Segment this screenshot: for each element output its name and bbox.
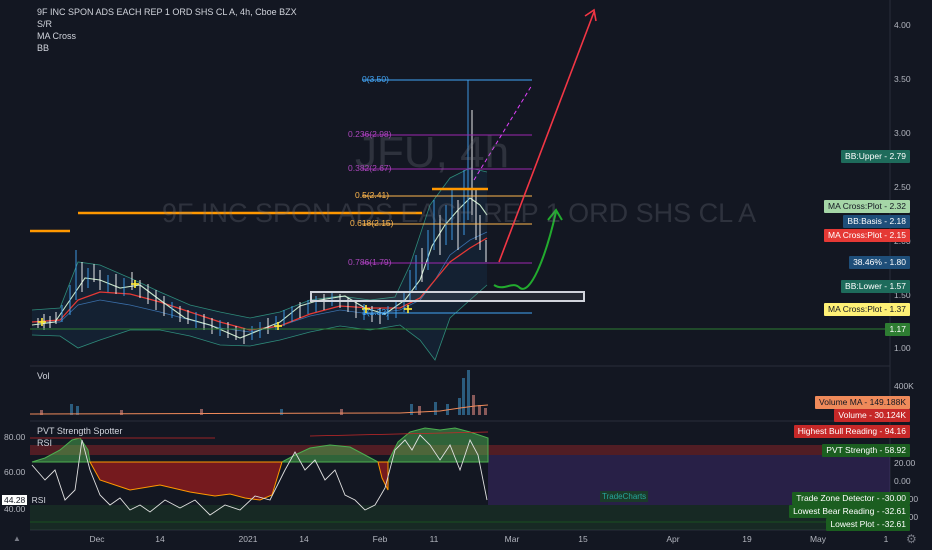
bb-band-fill bbox=[32, 168, 487, 360]
ma-cross-fast-line bbox=[31, 197, 488, 339]
time-axis-label: 14 bbox=[299, 534, 309, 544]
lowest-plot-tag[interactable]: Lowest Plot - -32.61 bbox=[826, 518, 910, 531]
fib-label: 0.382(2.67) bbox=[348, 163, 392, 173]
time-axis-label: 14 bbox=[155, 534, 165, 544]
trade-zone-tag[interactable]: Trade Zone Detector - -30.00 bbox=[792, 492, 910, 505]
highest-bull-tag[interactable]: Highest Bull Reading - 94.16 bbox=[793, 425, 910, 438]
red-arrow[interactable] bbox=[498, 11, 595, 263]
pvt-pane-label[interactable]: PVT Strength Spotter bbox=[37, 426, 123, 436]
price-tag-ma-cross-fast[interactable]: MA Cross:Plot - 2.32 bbox=[824, 200, 910, 213]
bb-upper-line bbox=[31, 167, 488, 319]
fib-label: 0.5(2.41) bbox=[355, 190, 390, 200]
rsi-axis-label: 60.00 bbox=[4, 467, 26, 477]
time-axis-label: 11 bbox=[429, 534, 439, 544]
time-axis-label: Dec bbox=[89, 534, 105, 544]
price-axis-label: 1.50 bbox=[894, 290, 911, 300]
price-tag-support[interactable]: 1.17 bbox=[885, 323, 910, 336]
volume-ma-line bbox=[29, 404, 489, 415]
fib-label: 0.618(2.15) bbox=[350, 218, 394, 228]
fib-label: 1(1.32) bbox=[362, 307, 389, 317]
price-axis-label: 2.50 bbox=[894, 182, 911, 192]
fib-retracement[interactable] bbox=[362, 79, 532, 314]
price-axis-label: 1.00 bbox=[894, 343, 911, 353]
bear-zone bbox=[30, 505, 890, 530]
name-watermark: 9F INC SPON ADS EACH REP 1 ORD SHS CL A bbox=[162, 198, 757, 228]
volume-axis-label: 400K bbox=[894, 381, 914, 391]
rsi-tag-label: RSI bbox=[29, 495, 48, 505]
price-axis-label: 3.00 bbox=[894, 128, 911, 138]
rsi-axis-label: 80.00 bbox=[4, 432, 26, 442]
volume-pane-label[interactable]: Vol bbox=[37, 371, 50, 381]
gear-icon[interactable]: ⚙ bbox=[906, 532, 917, 546]
fib-label: 0.786(1.79) bbox=[348, 257, 392, 267]
fib-label: 0(3.50) bbox=[362, 74, 389, 84]
rsi-line bbox=[31, 434, 488, 516]
price-axis-label: 4.00 bbox=[894, 20, 911, 30]
rsi-value-tag[interactable]: 44.28 RSI bbox=[2, 494, 48, 507]
price-axis-label: 3.50 bbox=[894, 74, 911, 84]
bb-lower-line bbox=[31, 284, 488, 361]
rsi-pane-label[interactable]: RSI bbox=[37, 438, 53, 448]
highlight-box[interactable] bbox=[310, 291, 585, 302]
tradingview-logo-icon[interactable]: ▲ bbox=[13, 534, 21, 543]
pvt-axis-label: 20.00 bbox=[894, 458, 916, 468]
green-arrowhead bbox=[547, 208, 563, 221]
time-axis-label: May bbox=[809, 534, 827, 544]
tradecharts-watermark: TradeCharts bbox=[600, 491, 649, 502]
price-tag-bb-upper[interactable]: BB:Upper - 2.79 bbox=[841, 150, 910, 163]
pvt-axis-label: 0.00 bbox=[894, 476, 911, 486]
green-arrow[interactable] bbox=[493, 211, 557, 290]
volume-bars[interactable] bbox=[40, 370, 487, 415]
dashed-projection-line[interactable] bbox=[473, 84, 533, 181]
time-axis-label: Feb bbox=[372, 534, 388, 544]
time-axis-label: Apr bbox=[666, 534, 680, 544]
ma-cross-markers bbox=[38, 280, 412, 330]
pvt-bull-area bbox=[31, 427, 489, 463]
red-arrowhead bbox=[584, 8, 597, 22]
time-axis-label: Mar bbox=[504, 534, 520, 544]
price-tag-bb-basis[interactable]: BB:Basis - 2.18 bbox=[843, 215, 910, 228]
volume-tag[interactable]: Volume - 30.124K bbox=[834, 409, 910, 422]
lowest-bear-tag[interactable]: Lowest Bear Reading - -32.61 bbox=[789, 505, 910, 518]
rsi-value: 44.28 bbox=[2, 495, 28, 505]
symbol-watermark: JFU, 4h bbox=[355, 128, 510, 177]
candles[interactable] bbox=[37, 80, 487, 344]
highest-bull-line bbox=[309, 431, 489, 437]
indicator-ma-cross[interactable]: MA Cross bbox=[37, 31, 77, 41]
fib-label: 0.236(2.98) bbox=[348, 129, 392, 139]
volume-ma-tag[interactable]: Volume MA - 149.188K bbox=[815, 396, 910, 409]
price-tag-ma-cross-slow[interactable]: MA Cross:Plot - 2.15 bbox=[824, 229, 910, 242]
price-tag-bb-lower[interactable]: BB:Lower - 1.57 bbox=[841, 280, 910, 293]
time-axis-label: 1 bbox=[883, 534, 889, 544]
time-axis-label: 19 bbox=[742, 534, 752, 544]
time-axis-label: 15 bbox=[578, 534, 588, 544]
price-tag-ma-cross-plot[interactable]: MA Cross:Plot - 1.37 bbox=[824, 303, 910, 316]
pvt-strength-tag[interactable]: PVT Strength - 58.92 bbox=[822, 444, 910, 457]
indicator-sr[interactable]: S/R bbox=[37, 19, 53, 29]
chart-title[interactable]: 9F INC SPON ADS EACH REP 1 ORD SHS CL A,… bbox=[37, 7, 297, 17]
indicator-bb[interactable]: BB bbox=[37, 43, 50, 53]
price-tag-fib[interactable]: 38.46% - 1.80 bbox=[849, 256, 910, 269]
time-axis-label: 2021 bbox=[238, 534, 258, 544]
pvt-bear-area bbox=[89, 461, 389, 501]
rsi-axis-label: 40.00 bbox=[4, 504, 26, 514]
